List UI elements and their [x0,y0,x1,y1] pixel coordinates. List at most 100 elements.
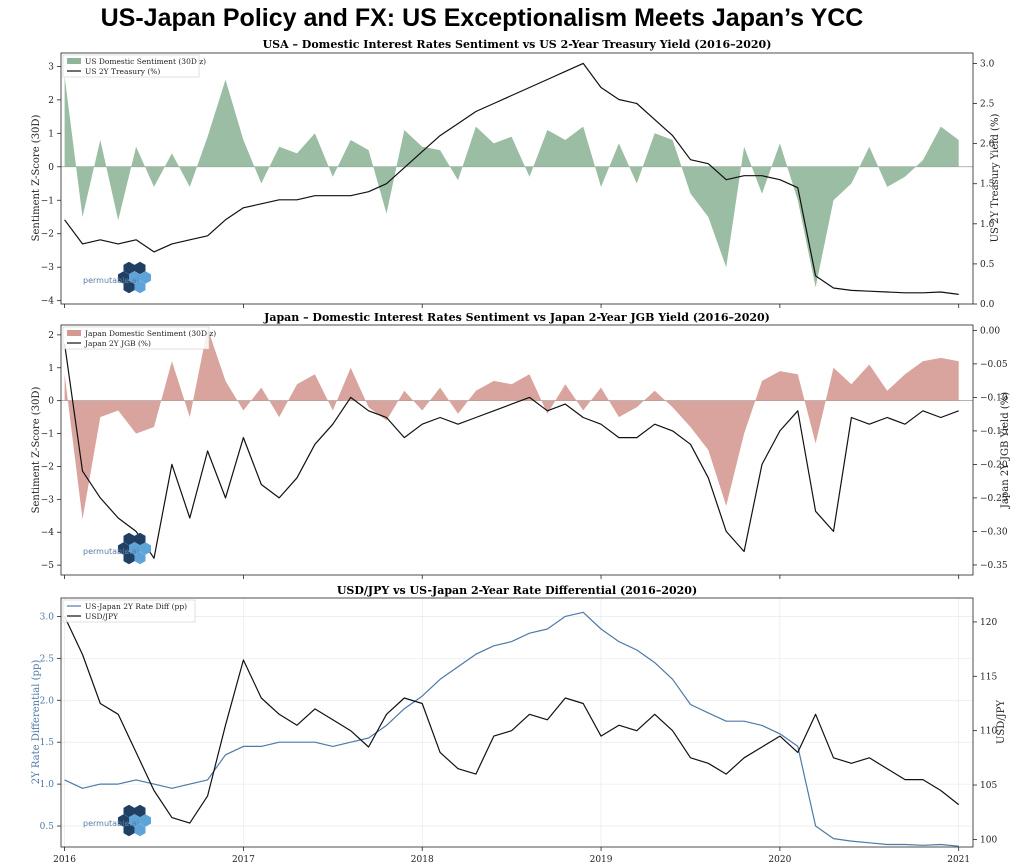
fx-usdjpy-line [64,616,960,824]
figure-title: US-Japan Policy and FX: US Exceptionalis… [101,4,864,32]
japan-ytick-label: −3 [41,495,55,505]
japan-ytick-label: −4 [41,528,55,538]
usa-legend-box [62,54,200,78]
fx-y2tick-label: 105 [980,781,997,791]
usa-legend-label-yield: US 2Y Treasury (%) [85,67,160,76]
fx-y2tick-label: 100 [980,835,997,845]
fx-y-axis-label: 2Y Rate Differential (pp) [31,660,42,785]
japan-y2tick-label: −0.25 [980,494,1008,504]
usa-y2tick-label: 1.5 [980,180,995,190]
usa-ytick-label: 0 [48,163,54,173]
logo-hex [140,814,151,827]
fx-xtick-label: 2017 [232,855,255,865]
fx-rate-diff-line [64,611,959,847]
fx-ytick-label: 1.0 [40,780,55,790]
japan-ytick-label: −5 [41,561,55,571]
fx-plot-frame [60,597,974,848]
japan-ytick-label: 2 [48,331,54,341]
japan-y2tick-label: 0.00 [980,326,1000,336]
japan-y2tick-label: −0.30 [980,527,1008,537]
logo-hex [123,551,135,565]
logo-text: permutable.ai [83,547,139,556]
japan-y2tick-label: −0.35 [980,561,1008,571]
logo-hex [123,804,135,818]
logo-hex [123,532,135,546]
fx-ytick-label: 3.0 [40,612,55,622]
logo-hex [118,814,129,827]
usa-ytick-label: −2 [41,230,54,240]
logo-hex [129,814,140,827]
japan-ytick-label: 1 [48,364,54,374]
fx-logo: permutable.ai [83,804,151,837]
logo-hex [118,542,129,555]
fx-panel: USD/JPY vs US-Japan 2-Year Rate Differen… [31,584,1007,865]
logo-hex [118,271,129,284]
fx-xtick-label: 2020 [768,855,791,865]
fx-legend: US-Japan 2Y Rate Diff (pp) USD/JPY [62,599,196,623]
logo-hex [129,271,140,284]
usa-ytick-label: −4 [41,297,55,307]
usa-y2tick-label: 0.5 [980,260,995,270]
japan-y2tick-label: −0.20 [980,460,1008,470]
japan-legend-label-yield: Japan 2Y JGB (%) [84,339,151,348]
usa-plot-frame [60,52,974,305]
usa-sentiment-area [64,76,959,288]
fx-xtick-label: 2018 [411,855,434,865]
usa-panel-title: USA – Domestic Interest Rates Sentiment … [263,38,772,51]
fx-y2-axis-label: USD/JPY [996,700,1007,744]
logo-hex [123,261,135,275]
fx-ytick-label: 1.5 [40,738,55,748]
usa-legend-swatch-sentiment [67,58,81,64]
japan-y-axis-label: Sentiment Z-Score (30D) [31,387,42,514]
usa-legend-label-sentiment: US Domestic Sentiment (30D z) [85,57,206,66]
logo-hex [134,261,146,275]
logo-hex [134,551,146,565]
fx-y2tick-label: 115 [980,672,997,682]
logo-hex [134,532,146,546]
logo-hex [123,823,135,837]
japan-ytick-label: 0 [48,397,54,407]
logo-hex [140,542,151,555]
fx-legend-label-diff: US-Japan 2Y Rate Diff (pp) [85,602,187,611]
fx-legend-box [62,599,196,623]
fx-y2tick-label: 120 [980,618,997,628]
japan-y2tick-label: −0.10 [980,393,1008,403]
logo-hex [134,280,146,294]
usa-y2tick-label: 2.5 [980,100,995,110]
fx-xtick-label: 2019 [590,855,613,865]
usa-y2tick-label: 0.0 [980,300,995,310]
usa-y-axis-label: Sentiment Z-Score (30D) [31,115,42,242]
usa-yield-line [64,62,959,295]
fx-xtick-label: 2016 [53,855,76,865]
fx-ytick-label: 2.5 [40,654,55,664]
usa-logo: permutable.ai [83,261,151,294]
japan-ytick-label: −2 [41,462,54,472]
japan-plot-frame [60,324,974,576]
japan-sentiment-area [64,328,959,520]
usa-ytick-label: 3 [48,62,54,72]
japan-yield-line [64,343,959,559]
usa-y2tick-label: 1.0 [980,220,995,230]
usa-ytick-label: 2 [48,96,54,106]
fx-ytick-label: 2.0 [40,696,55,706]
logo-hex [134,823,146,837]
fx-panel-title: USD/JPY vs US-Japan 2-Year Rate Differen… [337,584,697,597]
japan-legend-box [62,326,210,350]
usa-ytick-label: −1 [41,196,54,206]
japan-legend: Japan Domestic Sentiment (30D z) Japan 2… [62,326,216,350]
japan-panel-title: Japan – Domestic Interest Rates Sentimen… [263,311,770,324]
usa-y2tick-label: 3.0 [980,59,995,69]
japan-ytick-label: −1 [41,430,54,440]
usa-ytick-label: 1 [48,129,54,139]
japan-y2tick-label: −0.05 [980,360,1008,370]
logo-hex [140,271,151,284]
usa-y2tick-label: 2.0 [980,140,995,150]
logo-hex [134,804,146,818]
japan-legend-swatch-sentiment [67,330,81,336]
fx-xtick-label: 2021 [947,855,970,865]
logo-hex [123,280,135,294]
usa-legend: US Domestic Sentiment (30D z) US 2Y Trea… [62,54,206,78]
japan-panel: Japan – Domestic Interest Rates Sentimen… [31,311,1011,579]
japan-y2-axis-label: Japan 2Y JGB Yield (%) [1000,392,1011,509]
